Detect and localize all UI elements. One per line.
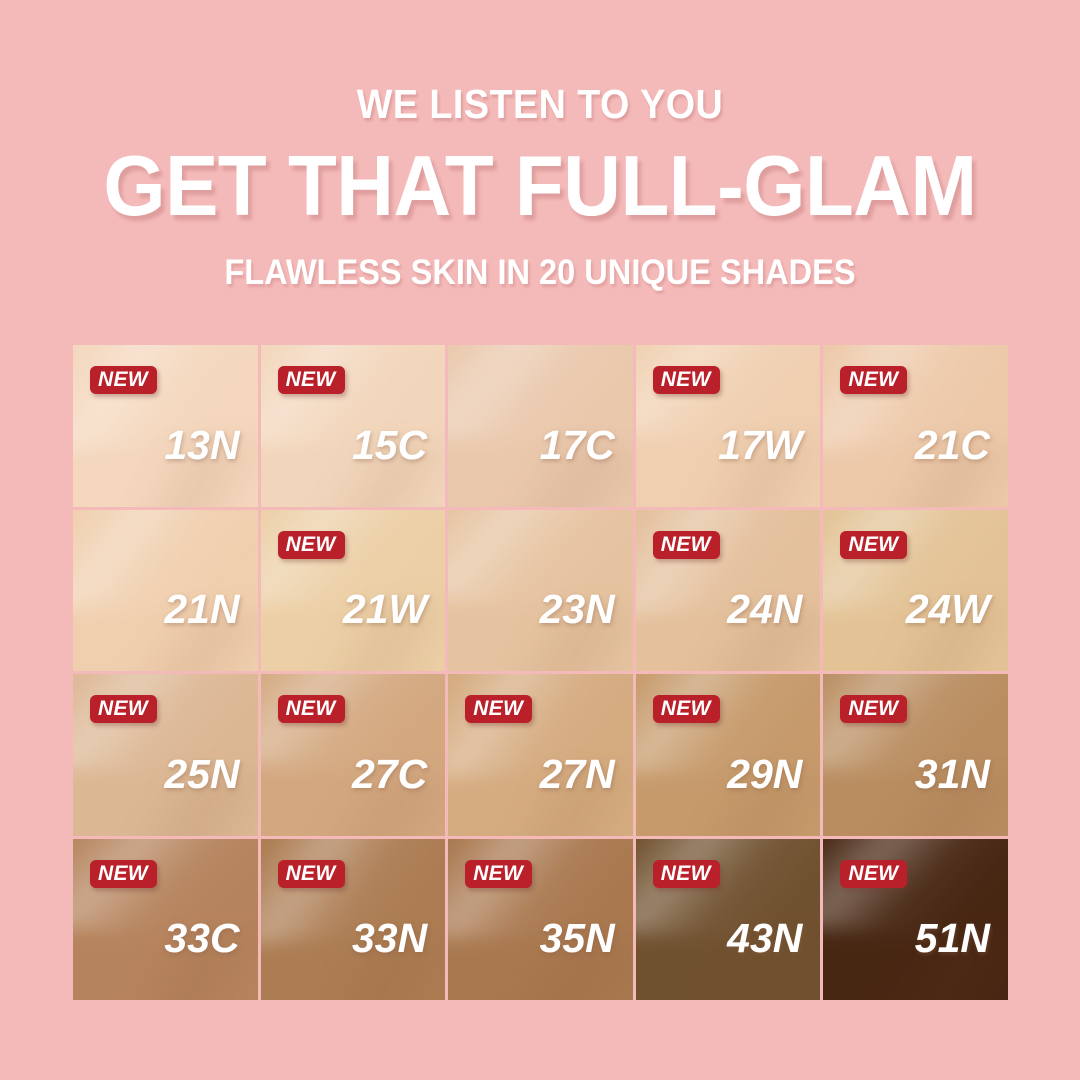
new-badge: NEW — [277, 695, 345, 723]
new-badge: NEW — [840, 366, 908, 394]
shade-swatch[interactable]: NEW 31N — [823, 674, 1008, 836]
shade-swatch[interactable]: NEW 13N — [73, 345, 258, 507]
shade-code-label: 21N — [164, 586, 240, 632]
shade-code-label: 24W — [905, 586, 990, 632]
shade-code-label: 17W — [718, 421, 803, 468]
shade-code-label: 24N — [727, 586, 803, 632]
new-badge: NEW — [90, 366, 157, 394]
shade-swatch[interactable]: NEW 24W — [823, 509, 1008, 671]
shade-swatch[interactable]: NEW 33N — [260, 838, 446, 1000]
shade-swatch[interactable]: NEW 29N — [635, 674, 821, 836]
shade-swatch[interactable]: 21N — [73, 509, 258, 671]
shade-code-label: 31N — [914, 750, 990, 797]
shade-swatch[interactable]: NEW 33C — [73, 838, 258, 1000]
shade-code-label: 51N — [914, 915, 990, 961]
shade-code-label: 35N — [539, 915, 615, 961]
new-badge: NEW — [840, 695, 908, 723]
shade-code-label: 25N — [164, 750, 240, 797]
shade-swatch[interactable]: NEW 24N — [635, 509, 821, 671]
shade-swatch[interactable]: NEW 35N — [448, 838, 633, 1000]
new-badge: NEW — [277, 859, 345, 888]
shade-code-label: 21W — [342, 586, 428, 632]
new-badge: NEW — [652, 366, 720, 394]
shade-code-label: 29N — [727, 750, 803, 797]
shade-swatch-grid: NEW 13N NEW 15C 17C NEW 17W NEW 21C 21N NEW 21W 23N N… — [73, 345, 1008, 1000]
shade-swatch[interactable]: NEW 27C — [260, 674, 446, 836]
shade-swatch[interactable]: 17C — [448, 345, 633, 507]
page-title: GET THAT FULL-GLAM — [103, 139, 977, 234]
shade-swatch[interactable]: NEW 15C — [260, 345, 446, 507]
shade-code-label: 33N — [351, 915, 428, 961]
shade-code-label: 21C — [914, 421, 990, 468]
shade-code-label: 27N — [539, 750, 615, 797]
new-badge: NEW — [652, 695, 720, 723]
shade-swatch[interactable]: NEW 27N — [448, 674, 633, 836]
new-badge: NEW — [465, 695, 533, 723]
shade-code-label: 17C — [539, 421, 615, 468]
new-badge: NEW — [840, 530, 908, 559]
new-badge: NEW — [277, 530, 345, 559]
new-badge: NEW — [652, 530, 720, 559]
shade-code-label: 27C — [351, 750, 428, 797]
shade-swatch[interactable]: NEW 43N — [635, 838, 821, 1000]
new-badge: NEW — [90, 695, 157, 723]
shade-swatch[interactable]: NEW 21W — [260, 509, 446, 671]
subtitle-text: FLAWLESS SKIN IN 20 UNIQUE SHADES — [224, 253, 856, 292]
shade-code-label: 23N — [539, 586, 615, 632]
promo-header: WE LISTEN TO YOU GET THAT FULL-GLAM FLAW… — [0, 81, 1080, 292]
shade-swatch[interactable]: NEW 51N — [823, 838, 1008, 1000]
shade-code-label: 13N — [164, 421, 240, 468]
shade-swatch[interactable]: NEW 21C — [823, 345, 1008, 507]
new-badge: NEW — [277, 366, 345, 394]
new-badge: NEW — [652, 859, 720, 888]
shade-swatch[interactable]: NEW 17W — [635, 345, 821, 507]
new-badge: NEW — [840, 859, 908, 888]
shade-code-label: 15C — [351, 421, 428, 468]
new-badge: NEW — [465, 859, 533, 888]
shade-swatch[interactable]: 23N — [448, 509, 633, 671]
shade-code-label: 43N — [727, 915, 803, 961]
new-badge: NEW — [90, 859, 157, 888]
shade-swatch[interactable]: NEW 25N — [73, 674, 258, 836]
shade-code-label: 33C — [164, 915, 240, 961]
eyebrow-text: WE LISTEN TO YOU — [356, 81, 724, 127]
